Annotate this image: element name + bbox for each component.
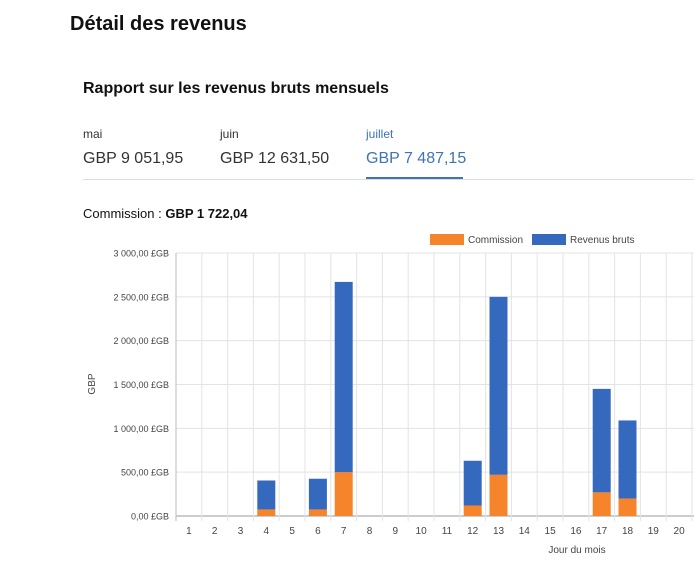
- x-tick-label: 19: [648, 526, 660, 537]
- x-tick-label: 17: [596, 526, 608, 537]
- y-tick-label: 1 000,00 £GB: [113, 424, 169, 434]
- month-tab-juillet[interactable]: juillet GBP 7 487,15: [366, 127, 467, 179]
- bar-commission[interactable]: [489, 474, 508, 516]
- commission-summary: Commission : GBP 1 722,04: [83, 206, 248, 221]
- x-tick-label: 3: [238, 526, 244, 537]
- bar-commission[interactable]: [257, 509, 276, 516]
- x-tick-label: 1: [186, 526, 192, 537]
- month-value: GBP 7 487,15: [366, 150, 467, 167]
- y-tick-label: 2 000,00 £GB: [113, 336, 169, 346]
- report-title: Rapport sur les revenus bruts mensuels: [83, 80, 389, 97]
- bar-revenus-bruts[interactable]: [463, 460, 482, 506]
- x-tick-label: 14: [519, 526, 531, 537]
- active-tab-underline: [366, 177, 463, 179]
- x-tick-label: 11: [442, 526, 453, 537]
- x-tick-label: 16: [570, 526, 582, 537]
- bar-revenus-bruts[interactable]: [592, 388, 611, 493]
- x-tick-label: 8: [367, 526, 373, 537]
- x-axis-label: Jour du mois: [548, 545, 605, 556]
- bar-revenus-bruts[interactable]: [334, 281, 353, 473]
- month-tab-juin[interactable]: juin GBP 12 631,50: [220, 127, 329, 168]
- x-tick-label: 15: [545, 526, 557, 537]
- chart-grid: [175, 252, 694, 521]
- bar-commission[interactable]: [463, 505, 482, 516]
- bar-revenus-bruts[interactable]: [618, 420, 637, 499]
- x-tick-label: 4: [264, 526, 270, 537]
- commission-label: Commission :: [83, 206, 166, 221]
- page-title: Détail des revenus: [70, 13, 247, 35]
- month-name: mai: [83, 127, 103, 141]
- x-tick-label: 6: [315, 526, 321, 537]
- bar-revenus-bruts[interactable]: [257, 480, 276, 510]
- bar-revenus-bruts[interactable]: [308, 478, 327, 510]
- month-name: juin: [220, 127, 239, 141]
- month-value: GBP 9 051,95: [83, 150, 184, 167]
- x-tick-label: 9: [393, 526, 399, 537]
- y-tick-label: 0,00 £GB: [131, 512, 169, 522]
- month-tab-mai[interactable]: mai GBP 9 051,95: [83, 127, 183, 168]
- x-tick-label: 12: [467, 526, 479, 537]
- y-tick-label: 2 500,00 £GB: [113, 292, 169, 302]
- bar-commission[interactable]: [308, 509, 327, 516]
- x-tick-label: 7: [341, 526, 347, 537]
- y-tick-label: 3 000,00 £GB: [113, 249, 169, 259]
- x-tick-label: 10: [416, 526, 428, 537]
- bar-commission[interactable]: [334, 472, 353, 516]
- legend-label-gross: Revenus bruts: [570, 235, 634, 246]
- x-tick-label: 18: [622, 526, 634, 537]
- legend-label-commission: Commission: [468, 235, 523, 246]
- x-tick-label: 20: [674, 526, 686, 537]
- tabs-divider: [83, 179, 694, 180]
- legend-swatch-gross: [532, 234, 566, 245]
- x-tick-label: 5: [289, 526, 295, 537]
- legend-swatch-commission: [430, 234, 464, 245]
- month-name: juillet: [366, 127, 394, 141]
- y-tick-label: 500,00 £GB: [121, 468, 169, 478]
- y-tick-label: 1 500,00 £GB: [113, 380, 169, 390]
- y-axis-label: GBP: [87, 373, 98, 394]
- x-tick-label: 2: [212, 526, 218, 537]
- bar-revenus-bruts[interactable]: [489, 296, 508, 475]
- chart-legend: Commission Revenus bruts: [430, 234, 634, 246]
- bar-commission[interactable]: [592, 492, 611, 516]
- x-tick-label: 13: [493, 526, 505, 537]
- month-value: GBP 12 631,50: [220, 150, 330, 167]
- commission-value: GBP 1 722,04: [165, 206, 248, 221]
- bar-commission[interactable]: [618, 498, 637, 516]
